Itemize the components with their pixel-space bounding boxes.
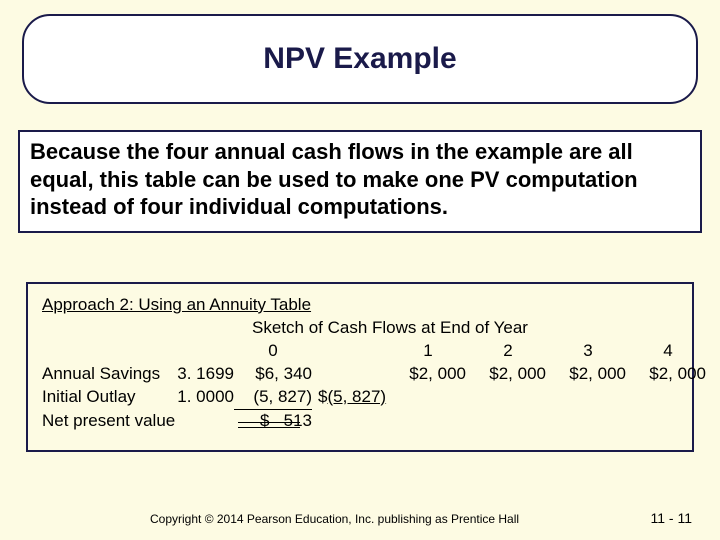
outlay-label: Initial Outlay [42, 386, 172, 409]
computation-panel: Approach 2: Using an Annuity Table Sketc… [26, 282, 694, 452]
page-number: 11 - 11 [650, 510, 692, 526]
description-container: Because the four annual cash flows in th… [18, 130, 702, 233]
savings-amount: $6, 340 [234, 363, 312, 386]
savings-flow-3: $2, 000 [550, 363, 626, 386]
years-row: 0 1 2 3 4 [42, 340, 678, 363]
outlay-factor: 1. 0000 [172, 386, 234, 409]
savings-flow-4: $2, 000 [630, 363, 706, 386]
savings-flow-1: $2, 000 [390, 363, 466, 386]
outlay-amount: (5, 827) [234, 386, 312, 410]
description-text: Because the four annual cash flows in th… [30, 138, 690, 221]
sketch-label: Sketch of Cash Flows at End of Year [42, 317, 678, 340]
slide-title: NPV Example [263, 42, 456, 76]
footer: Copyright © 2014 Pearson Education, Inc.… [0, 510, 720, 526]
year-0: 0 [234, 340, 312, 363]
approach-label: Approach 2: Using an Annuity Table [42, 294, 678, 317]
year-2: 2 [470, 340, 546, 363]
outlay-year0: $(5, 827) [312, 386, 390, 409]
savings-factor: 3. 1699 [172, 363, 234, 386]
savings-flow-2: $2, 000 [470, 363, 546, 386]
npv-label: Net present value [42, 410, 192, 433]
year-4: 4 [630, 340, 706, 363]
year-1: 1 [390, 340, 466, 363]
year-3: 3 [550, 340, 626, 363]
double-underline [238, 422, 300, 428]
title-container: NPV Example [22, 14, 698, 104]
outlay-row: Initial Outlay 1. 0000 (5, 827) $(5, 827… [42, 386, 678, 410]
savings-row: Annual Savings 3. 1699 $6, 340 $2, 000 $… [42, 363, 678, 386]
copyright-text: Copyright © 2014 Pearson Education, Inc.… [150, 512, 519, 526]
npv-row: Net present value $ 513 [42, 410, 678, 433]
savings-label: Annual Savings [42, 363, 172, 386]
